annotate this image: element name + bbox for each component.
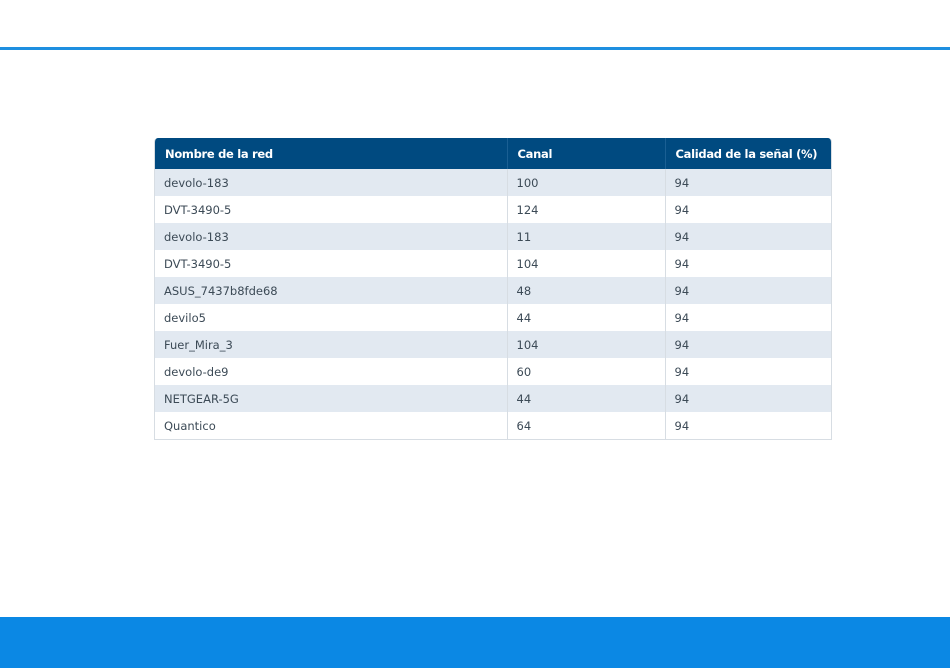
- channel-cell: 104: [506, 250, 665, 277]
- channel-cell: 124: [506, 196, 665, 223]
- network-name-cell: NETGEAR-5G: [155, 385, 507, 412]
- signal-quality-cell: 94: [664, 169, 831, 196]
- channel-cell: 60: [506, 358, 665, 385]
- network-name-cell: devolo-de9: [155, 358, 507, 385]
- table-header: Nombre de la red Canal Calidad de la señ…: [155, 138, 831, 169]
- top-divider: [0, 47, 950, 50]
- wifi-networks-table-container: Nombre de la red Canal Calidad de la señ…: [154, 138, 832, 440]
- table-row: devolo-183 100 94: [155, 169, 831, 196]
- network-name-cell: devolo-183: [155, 169, 507, 196]
- table-row: DVT-3490-5 104 94: [155, 250, 831, 277]
- signal-quality-cell: 94: [664, 385, 831, 412]
- channel-cell: 44: [506, 385, 665, 412]
- network-name-cell: devolo-183: [155, 223, 507, 250]
- channel-cell: 104: [506, 331, 665, 358]
- signal-quality-cell: 94: [664, 196, 831, 223]
- table-body: devolo-183 100 94 DVT-3490-5 124 94 devo…: [155, 169, 831, 439]
- channel-cell: 64: [506, 412, 665, 439]
- network-name-cell: DVT-3490-5: [155, 196, 507, 223]
- signal-quality-cell: 94: [664, 412, 831, 439]
- table-row: Fuer_Mira_3 104 94: [155, 331, 831, 358]
- table-row: NETGEAR-5G 44 94: [155, 385, 831, 412]
- channel-cell: 100: [506, 169, 665, 196]
- table-row: devilo5 44 94: [155, 304, 831, 331]
- signal-quality-cell: 94: [664, 250, 831, 277]
- table-row: Quantico 64 94: [155, 412, 831, 439]
- signal-quality-cell: 94: [664, 277, 831, 304]
- network-name-cell: Fuer_Mira_3: [155, 331, 507, 358]
- column-header-channel: Canal: [506, 138, 665, 169]
- network-name-cell: Quantico: [155, 412, 507, 439]
- network-name-cell: devilo5: [155, 304, 507, 331]
- footer-bar: [0, 617, 950, 668]
- signal-quality-cell: 94: [664, 304, 831, 331]
- table-row: DVT-3490-5 124 94: [155, 196, 831, 223]
- column-header-signal-quality: Calidad de la señal (%): [664, 138, 831, 169]
- table-row: devolo-de9 60 94: [155, 358, 831, 385]
- table-header-row: Nombre de la red Canal Calidad de la señ…: [155, 138, 831, 169]
- signal-quality-cell: 94: [664, 331, 831, 358]
- channel-cell: 48: [506, 277, 665, 304]
- table-row: ASUS_7437b8fde68 48 94: [155, 277, 831, 304]
- signal-quality-cell: 94: [664, 358, 831, 385]
- signal-quality-cell: 94: [664, 223, 831, 250]
- table-row: devolo-183 11 94: [155, 223, 831, 250]
- network-name-cell: ASUS_7437b8fde68: [155, 277, 507, 304]
- column-header-network-name: Nombre de la red: [155, 138, 507, 169]
- network-name-cell: DVT-3490-5: [155, 250, 507, 277]
- channel-cell: 11: [506, 223, 665, 250]
- wifi-networks-table: Nombre de la red Canal Calidad de la señ…: [155, 138, 831, 439]
- channel-cell: 44: [506, 304, 665, 331]
